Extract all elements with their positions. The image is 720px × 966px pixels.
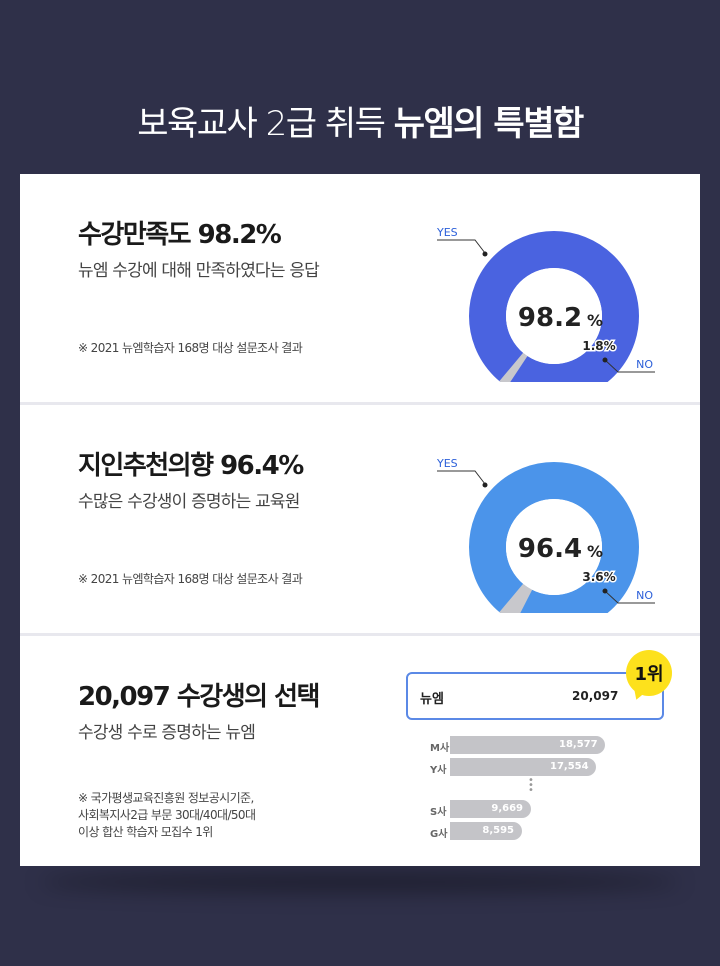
no-leader-dot <box>602 357 608 363</box>
center-unit: % <box>587 542 603 561</box>
card-note: ※ 국가평생교육진흥원 정보공시기준, 사회복지사2급 부문 30대/40대/5… <box>78 790 358 841</box>
no-value: 3.6% <box>582 570 615 584</box>
card-subtitle: 수많은 수강생이 증명하는 교육원 <box>78 492 300 512</box>
competitor-name: Y사 <box>430 765 447 776</box>
top-rank-box: 뉴엠 20,097 <box>406 672 664 720</box>
competitor-bar-row: G사 8,595 <box>420 821 680 841</box>
note-line: 이상 합산 학습자 모집수 1위 <box>78 825 213 839</box>
card-shadow <box>40 872 680 892</box>
page-title: 보육교사 2급 취득 뉴엠의 특별함 <box>0 96 720 145</box>
donut-svg-0: 98.2 % YES NO 1.8% <box>436 226 655 382</box>
competitor-value: 9,669 <box>491 803 523 814</box>
no-value: 1.8% <box>582 339 615 353</box>
satisfaction-card: 수강만족도 98.2% 뉴엠 수강에 대해 만족하였다는 응답 ※ 2021 뉴… <box>20 174 700 402</box>
no-leader-line <box>604 590 655 604</box>
competitor-bar <box>450 800 531 818</box>
students-card: 20,097 수강생의 선택 수강생 수로 증명하는 뉴엠 ※ 국가평생교육진흥… <box>20 636 700 866</box>
no-slice <box>499 583 533 613</box>
satisfaction-donut: 98.2% YES NO 1.8% <box>415 202 675 382</box>
yes-label: YES <box>436 226 458 239</box>
yes-leader-dot <box>482 251 488 257</box>
competitor-bars: M사 18,577 Y사 17,554 S사 9,669 G사 8,595 • • • <box>420 732 680 852</box>
yes-slice <box>469 462 639 613</box>
badge-label: 1위 <box>634 664 664 685</box>
donut-svg-1: 96.4 % YES NO 3.6% <box>436 457 655 613</box>
competitor-bar <box>450 736 605 754</box>
competitor-value: 8,595 <box>482 825 514 836</box>
no-leader-dot <box>602 588 608 594</box>
note-line: 사회복지사2급 부문 30대/40대/50대 <box>78 808 256 822</box>
card-title: 20,097 수강생의 선택 <box>78 682 320 712</box>
note-line: ※ 국가평생교육진흥원 정보공시기준, <box>78 791 254 805</box>
competitor-name: G사 <box>430 829 448 840</box>
competitor-name: M사 <box>430 743 450 754</box>
title-bold: 뉴엠의 특별함 <box>393 104 585 144</box>
competitor-bar-row: M사 18,577 <box>420 735 680 755</box>
card-title: 수강만족도 98.2% <box>78 220 282 250</box>
competitor-name: S사 <box>430 807 447 818</box>
title-light: 보육교사 2급 취득 <box>137 104 386 144</box>
divider <box>20 633 700 636</box>
yes-slice <box>469 231 639 382</box>
competitor-bar <box>450 822 522 840</box>
card-subtitle: 수강생 수로 증명하는 뉴엠 <box>78 723 256 743</box>
competitor-bar-row: S사 9,669 <box>420 799 680 819</box>
divider <box>20 402 700 405</box>
no-label: NO <box>636 358 653 371</box>
competitor-value: 17,554 <box>550 761 589 772</box>
card-note: ※ 2021 뉴엠학습자 168명 대상 설문조사 결과 <box>78 572 303 586</box>
yes-leader-dot <box>482 482 488 488</box>
donut-hole <box>506 268 602 364</box>
yes-label: YES <box>436 457 458 470</box>
center-unit: % <box>587 311 603 330</box>
competitor-bar-row: Y사 17,554 <box>420 757 680 777</box>
ellipsis-dots: • • • <box>528 775 534 796</box>
card-title: 지인추천의향 96.4% <box>78 451 304 481</box>
center-value: 96.4 <box>518 534 582 564</box>
competitor-value: 18,577 <box>559 739 598 750</box>
competitor-bar <box>450 758 596 776</box>
top-rank-value: 20,097 <box>572 689 619 703</box>
yes-leader-line <box>437 470 486 485</box>
card-note: ※ 2021 뉴엠학습자 168명 대상 설문조사 결과 <box>78 341 303 355</box>
donut-hole <box>506 499 602 595</box>
no-label: NO <box>636 589 653 602</box>
first-place-badge: 1위 <box>626 650 672 696</box>
no-leader-line <box>604 359 655 373</box>
recommend-donut: 96.4% YES NO 3.6% <box>415 433 675 613</box>
no-slice <box>499 352 528 382</box>
top-rank-name: 뉴엠 <box>420 692 444 707</box>
yes-leader-line <box>437 239 486 254</box>
recommend-card: 지인추천의향 96.4% 수많은 수강생이 증명하는 교육원 ※ 2021 뉴엠… <box>20 405 700 633</box>
center-value: 98.2 <box>518 303 582 333</box>
card-subtitle: 뉴엠 수강에 대해 만족하였다는 응답 <box>78 261 320 281</box>
